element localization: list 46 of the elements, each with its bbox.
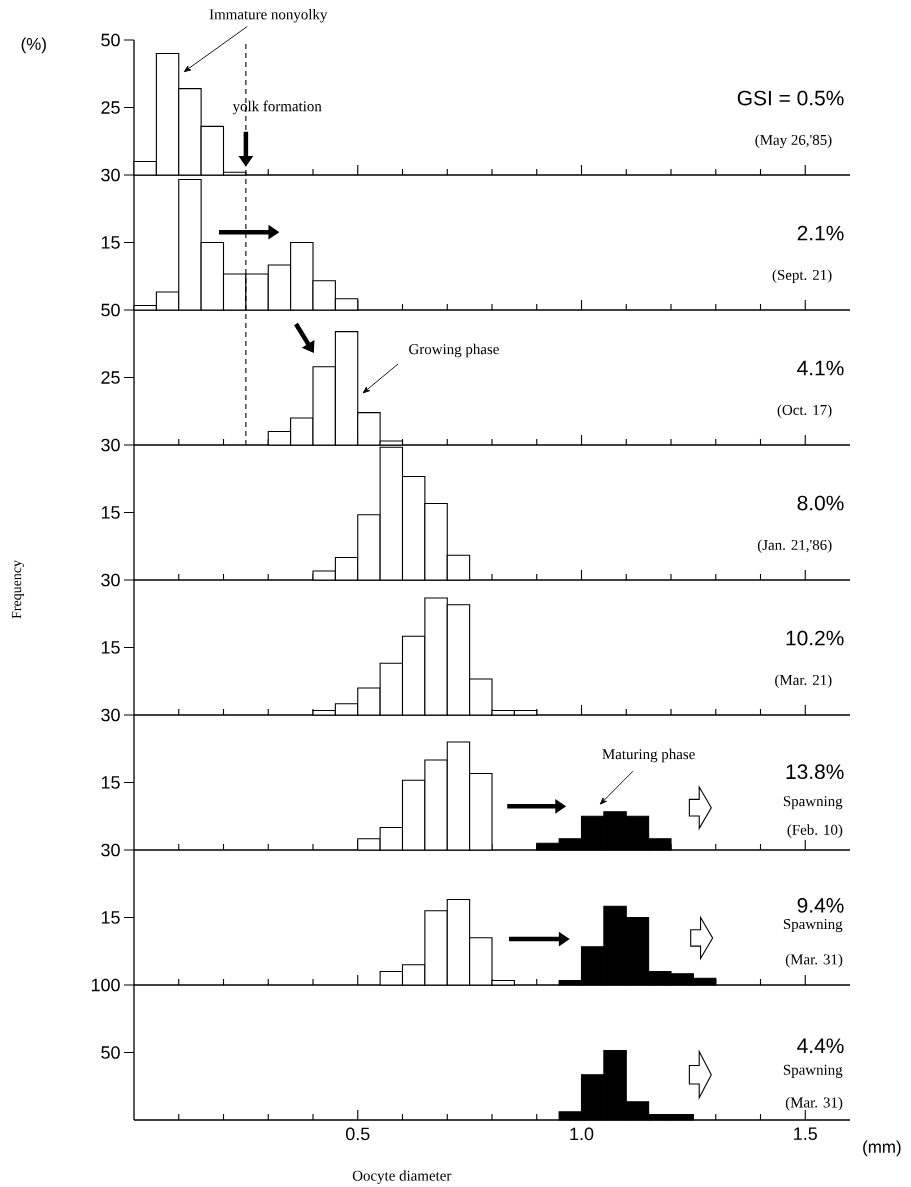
text: 13.8% (786, 764, 844, 780)
y-tick-label: 30 (101, 708, 120, 722)
text: 4.1% (797, 360, 844, 376)
x-axis-title: Oocyte diameter (352, 1170, 452, 1184)
x-tick-label: 1.0 (570, 1127, 594, 1141)
annotation: Immature nonyolky (209, 8, 328, 23)
text: 8.0% (797, 495, 844, 511)
y-tick-label: 30 (101, 168, 120, 182)
y-tick-label: 50 (101, 303, 120, 317)
y-tick-label: 30 (101, 573, 120, 587)
y-tick-label: 15 (101, 776, 120, 789)
y-tick-label: 15 (101, 506, 120, 519)
annotation: Spawning (783, 1064, 843, 1078)
text: (May 26,'85) (755, 134, 832, 149)
annotation: yolk formation (232, 100, 322, 115)
y-tick-label: 50 (101, 1046, 120, 1059)
y-tick-label: 30 (101, 843, 120, 857)
y-tick-label: 15 (101, 236, 120, 249)
y-tick-label: 25 (101, 101, 120, 114)
y-tick-label: 25 (101, 371, 120, 384)
y-axis-title: Frequency (11, 560, 25, 619)
y-tick-label: 15 (101, 641, 120, 654)
text: (Sept. 21) (772, 269, 832, 284)
x-tick-label: 1.5 (794, 1127, 817, 1141)
text: (Mar. 31) (785, 953, 843, 968)
text: GSI = 0.5% (737, 90, 844, 106)
text: (Jan. 21,'86) (757, 539, 832, 554)
y-tick-label: 100 (91, 978, 120, 992)
text: (Oct. 17) (777, 404, 832, 419)
annotation: Spawning (783, 919, 843, 933)
text: (Feb. 10) (787, 824, 843, 838)
x-tick-label: 0.5 (345, 1127, 370, 1141)
text: 9.4% (797, 897, 844, 913)
text: 4.4% (797, 1038, 844, 1054)
y-tick-label: 15 (101, 911, 120, 924)
annotation: Maturing phase (602, 748, 695, 763)
text: (Mar. 31) (785, 1097, 843, 1111)
annotation: Spawning (783, 796, 843, 810)
text: (%) (21, 37, 46, 54)
annotation: Growing phase (409, 343, 499, 358)
text: (mm) (863, 1140, 901, 1157)
y-tick-label: 50 (101, 33, 120, 47)
text: (Mar. 21) (775, 674, 832, 689)
y-tick-label: 30 (101, 438, 120, 452)
text: 10.2% (786, 630, 844, 646)
text: 2.1% (797, 225, 844, 241)
